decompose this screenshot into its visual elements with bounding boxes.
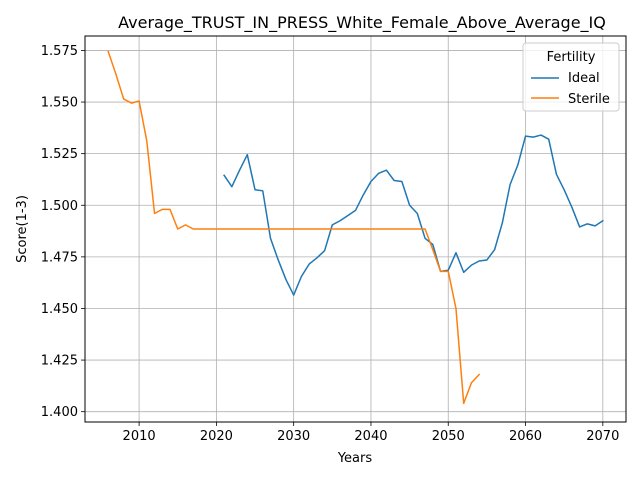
plot-frame	[84, 35, 627, 423]
y-tick-label: 1.475	[41, 250, 78, 265]
legend-label-sterile: Sterile	[568, 92, 610, 107]
chart-title: Average_TRUST_IN_PRESS_White_Female_Abov…	[118, 13, 606, 33]
x-tick-label: 2040	[354, 429, 387, 444]
y-tick-label: 1.500	[41, 199, 78, 214]
y-tick-label: 1.425	[41, 354, 78, 369]
x-tick-label: 2070	[586, 429, 619, 444]
y-tick-label: 1.575	[41, 44, 78, 59]
legend-label-ideal: Ideal	[568, 71, 600, 86]
x-tick-label: 2030	[277, 429, 310, 444]
x-tick-label: 2020	[200, 429, 233, 444]
x-axis-label: Years	[337, 451, 373, 466]
x-tick-label: 2050	[432, 429, 465, 444]
x-tick-label: 2010	[123, 429, 156, 444]
y-tick-label: 1.400	[41, 405, 78, 420]
axis-ticks: 2010 2020 2030 2040 2050 2060 2070 1.400 1.425 1.…	[41, 44, 620, 444]
x-tick-label: 2060	[509, 429, 542, 444]
series-lines	[107, 50, 604, 405]
y-tick-label: 1.525	[41, 147, 78, 162]
legend: Fertility Ideal Sterile	[522, 42, 620, 112]
legend-title: Fertility	[547, 50, 596, 65]
y-tick-label: 1.450	[41, 302, 78, 317]
grid	[85, 36, 626, 422]
series-line-ideal	[223, 134, 604, 296]
y-tick-label: 1.550	[41, 96, 78, 111]
legend-box	[522, 42, 620, 112]
y-axis-label: Score(1-3)	[15, 195, 30, 263]
series-line-sterile	[107, 50, 481, 405]
